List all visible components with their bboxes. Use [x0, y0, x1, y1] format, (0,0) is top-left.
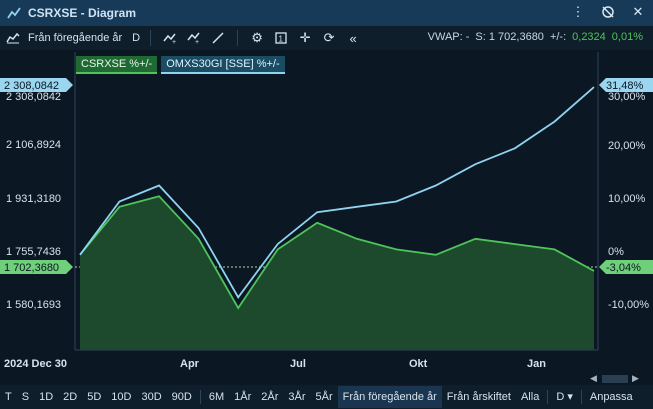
csrxse-series-line	[79, 195, 595, 310]
draw-line-icon[interactable]	[209, 29, 227, 47]
period-s[interactable]: S	[21, 391, 30, 403]
compare-icon[interactable]: +	[185, 29, 203, 47]
x-label-apr: Apr	[180, 358, 200, 370]
period-6m[interactable]: 6M	[208, 391, 225, 403]
chart-legend: CSRXSE %+/- OMXS30GI [SSE] %+/-	[76, 56, 285, 74]
chevron-down-icon: ▾	[567, 391, 573, 403]
title-bar: CSRXSE - Diagram ⋮ ✕	[0, 0, 653, 26]
chart-app-icon	[6, 5, 22, 21]
crosshair-icon[interactable]: ✛	[299, 30, 311, 45]
period-fran-foregaende-ar[interactable]: Från föregående år	[337, 386, 442, 408]
legend-omxs30gi[interactable]: OMXS30GI [SSE] %+/-	[161, 56, 285, 74]
x-label-jan: Jan	[527, 358, 546, 370]
right-tick-2: 20,00%	[608, 140, 646, 152]
price-stats: VWAP: - S: 1 702,3680 +/-: 0,2324 0,01%	[428, 31, 643, 43]
area-chart-icon[interactable]	[4, 29, 22, 47]
collapse-icon[interactable]: «	[349, 30, 357, 46]
left-tick-3: 1 931,3180	[6, 193, 61, 205]
right-current-badge-text: -3,04%	[606, 262, 641, 274]
left-tick-2: 2 106,8924	[6, 139, 61, 151]
unlink-icon[interactable]	[599, 3, 617, 21]
change-label: +/-:	[549, 31, 567, 43]
horizontal-scrollbar[interactable]: ◀ ▶	[0, 373, 653, 385]
interval-selector[interactable]: D	[132, 32, 141, 44]
period-10d[interactable]: 10D	[111, 391, 132, 403]
left-tick-1: 2 308,0842	[6, 91, 61, 103]
vwap-label: VWAP: -	[427, 31, 470, 43]
right-top-badge-text: 31,48%	[606, 80, 644, 92]
toolbar-divider	[237, 30, 239, 46]
x-label-jul: Jul	[290, 358, 306, 370]
right-tick-5: -10,00%	[608, 299, 649, 311]
price-chart[interactable]: 2 308,0842 2 106,8924 1 931,3180 1 755,7…	[0, 50, 653, 373]
change-value: 0,2324	[572, 31, 606, 43]
layout-icon[interactable]: 1	[272, 29, 290, 47]
customize-button[interactable]: Anpassa	[589, 391, 633, 403]
period-divider	[580, 390, 582, 404]
indicator-icon[interactable]: +	[161, 29, 179, 47]
period-1ar[interactable]: 1År	[234, 391, 252, 403]
period-bar: T S 1D 2D 5D 10D 30D 90D 6M 1År 2År 3År …	[0, 385, 653, 409]
right-tick-4: 0%	[608, 246, 624, 258]
change-percent: 0,01%	[611, 31, 643, 43]
left-tick-4: 1 755,7436	[6, 246, 61, 258]
left-price-badge: 1 702,3680	[0, 260, 73, 274]
period-5ar[interactable]: 5År	[315, 391, 333, 403]
period-fran-arskiftet[interactable]: Från årskiftet	[446, 391, 511, 403]
right-top-badge: 31,48%	[599, 78, 653, 92]
period-t[interactable]: T	[5, 391, 12, 403]
omxs30gi-series-line	[79, 86, 595, 299]
scroll-right-icon[interactable]: ▶	[632, 373, 639, 383]
right-tick-3: 10,00%	[608, 193, 646, 205]
legend-csrxse[interactable]: CSRXSE %+/-	[76, 56, 158, 74]
interval-dropdown-label: D	[556, 391, 565, 403]
settings-icon[interactable]: ⚙	[251, 30, 263, 45]
period-2ar[interactable]: 2År	[261, 391, 279, 403]
x-label-okt: Okt	[409, 358, 428, 370]
period-90d[interactable]: 90D	[171, 391, 192, 403]
toolbar-divider	[150, 30, 152, 46]
left-top-badge-text: 2 308,0842	[4, 80, 59, 92]
menu-icon[interactable]: ⋮	[571, 4, 585, 19]
svg-text:+: +	[172, 39, 176, 44]
period-2d[interactable]: 2D	[63, 391, 78, 403]
refresh-icon[interactable]: ⟳	[323, 30, 335, 45]
close-icon[interactable]: ✕	[632, 4, 644, 19]
period-alla[interactable]: Alla	[520, 391, 540, 403]
scroll-thumb[interactable]	[602, 375, 628, 383]
period-divider	[547, 390, 549, 404]
interval-dropdown[interactable]: D ▾	[551, 386, 578, 408]
right-tick-1: 30,00%	[608, 91, 646, 103]
left-price-badge-text: 1 702,3680	[4, 262, 59, 274]
chart-toolbar: Från föregående år D + + ⚙ 1 ✛ ⟳ « VWAP:…	[0, 26, 653, 51]
window-title: CSRXSE - Diagram	[28, 6, 137, 20]
period-5d[interactable]: 5D	[87, 391, 102, 403]
period-divider	[199, 390, 201, 404]
svg-text:+: +	[195, 39, 199, 44]
left-top-badge: 2 308,0842	[0, 78, 73, 92]
left-tick-6: 1 580,1693	[6, 299, 61, 311]
csrxse-area-fill	[80, 196, 594, 350]
x-start-label: 2024 Dec 30	[4, 358, 67, 370]
period-3ar[interactable]: 3År	[288, 391, 306, 403]
scroll-left-icon[interactable]: ◀	[590, 373, 597, 383]
s-price: S: 1 702,3680	[475, 31, 544, 43]
period-1d[interactable]: 1D	[39, 391, 54, 403]
right-current-badge: -3,04%	[599, 260, 653, 274]
svg-text:1: 1	[279, 35, 284, 44]
period-30d[interactable]: 30D	[141, 391, 162, 403]
period-selector[interactable]: Från föregående år	[28, 32, 123, 44]
